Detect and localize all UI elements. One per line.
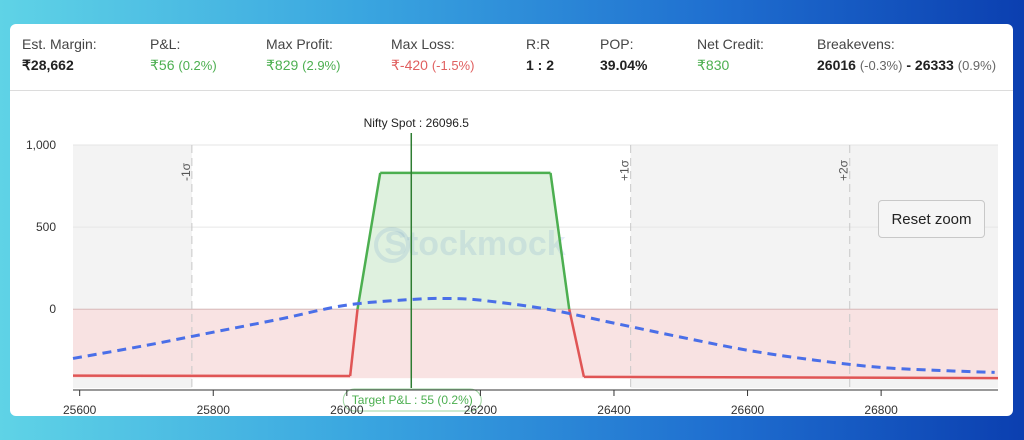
breakeven-lower: 26016 <box>817 57 856 73</box>
x-tick-label-2: 26000 <box>330 403 364 416</box>
watermark-text: Stockmock <box>384 225 565 263</box>
payoff-chart-svg[interactable]: Stockmock -1σ +1σ +2σ Nifty Spot : 26096.5 Ta… <box>10 90 1013 416</box>
pnl-label: P&L: <box>150 36 181 52</box>
y-tick-label-0: 1,000 <box>26 138 56 152</box>
margin-value: ₹28,662 <box>22 57 74 73</box>
stat-breakevens: Breakevens: 26016 (-0.3%) - 26333 (0.9%) <box>817 36 996 73</box>
max-loss-percent: (-1.5%) <box>431 58 475 73</box>
breakevens-value: 26016 (-0.3%) - 26333 (0.9%) <box>817 57 996 73</box>
pnl-percent: (0.2%) <box>178 58 217 73</box>
x-tick-label-0: 25600 <box>63 403 97 416</box>
pop-value: 39.04% <box>600 57 648 73</box>
max-profit-amount: ₹829 <box>266 57 299 73</box>
target-pnl-pill <box>342 388 482 412</box>
breakeven-upper-percent: (0.9%) <box>957 58 997 73</box>
payoff-chart[interactable]: Stockmock -1σ +1σ +2σ Nifty Spot : 26096.5 Ta… <box>10 90 1013 416</box>
target-pnl-label: Target P&L : 55 (0.2%) <box>352 393 473 407</box>
spot-label: Nifty Spot : 26096.5 <box>364 116 470 130</box>
rr-label: R:R <box>526 36 551 52</box>
stats-bar: Est. Margin: ₹28,662 P&L: ₹56 (0.2%) Max… <box>10 24 1013 91</box>
x-tick-label-5: 26600 <box>731 403 765 416</box>
sigma-label-1: +1σ <box>618 159 632 181</box>
breakevens-label: Breakevens: <box>817 36 895 52</box>
x-tick-label-6: 26800 <box>864 403 898 416</box>
stat-rr: R:R 1 : 2 <box>526 36 554 73</box>
max-profit-value: ₹829 (2.9%) <box>266 57 340 74</box>
max-profit-label: Max Profit: <box>266 36 333 52</box>
pnl-value: ₹56 (0.2%) <box>150 57 217 74</box>
max-loss-amount: ₹-420 <box>391 57 428 73</box>
net-credit-label: Net Credit: <box>697 36 764 52</box>
sigma-label-0: -1σ <box>179 162 193 181</box>
stat-net-credit: Net Credit: ₹830 <box>697 36 764 74</box>
y-tick-label-2: 0 <box>49 302 56 316</box>
breakeven-lower-percent: (-0.3%) <box>859 58 903 73</box>
loss-zone <box>73 309 998 379</box>
rr-value: 1 : 2 <box>526 57 555 73</box>
max-profit-percent: (2.9%) <box>302 58 341 73</box>
payoff-segment-5 <box>568 308 586 378</box>
payoff-segment-2 <box>356 172 382 310</box>
stat-max-profit: Max Profit: ₹829 (2.9%) <box>266 36 340 74</box>
stat-pnl: P&L: ₹56 (0.2%) <box>150 36 217 74</box>
pnl-amount: ₹56 <box>150 57 175 73</box>
stat-pop: POP: 39.04% <box>600 36 647 73</box>
max-loss-label: Max Loss: <box>391 36 455 52</box>
margin-label: Est. Margin: <box>22 36 97 52</box>
payoff-segment-1 <box>348 309 359 377</box>
x-tick-label-4: 26400 <box>597 403 631 416</box>
reset-zoom-button[interactable]: Reset zoom <box>878 200 985 238</box>
payoff-card: Est. Margin: ₹28,662 P&L: ₹56 (0.2%) Max… <box>10 24 1013 416</box>
net-credit-value: ₹830 <box>697 57 730 73</box>
x-tick-label-1: 25800 <box>197 403 231 416</box>
profit-area <box>350 172 584 310</box>
sigma-label-2: +2σ <box>837 159 851 181</box>
x-tick-label-3: 26200 <box>464 403 498 416</box>
stat-margin: Est. Margin: ₹28,662 <box>22 36 97 74</box>
pop-label: POP: <box>600 36 634 52</box>
y-tick-label-1: 500 <box>36 220 56 234</box>
payoff-segment-6 <box>583 375 999 380</box>
breakeven-separator: - <box>906 57 912 73</box>
breakeven-upper: 26333 <box>914 57 954 73</box>
max-loss-value: ₹-420 (-1.5%) <box>391 57 474 74</box>
stat-max-loss: Max Loss: ₹-420 (-1.5%) <box>391 36 474 74</box>
payoff-segment-4 <box>549 172 571 310</box>
watermark-logo-icon <box>374 227 410 263</box>
probability-distribution-curve <box>72 296 995 374</box>
